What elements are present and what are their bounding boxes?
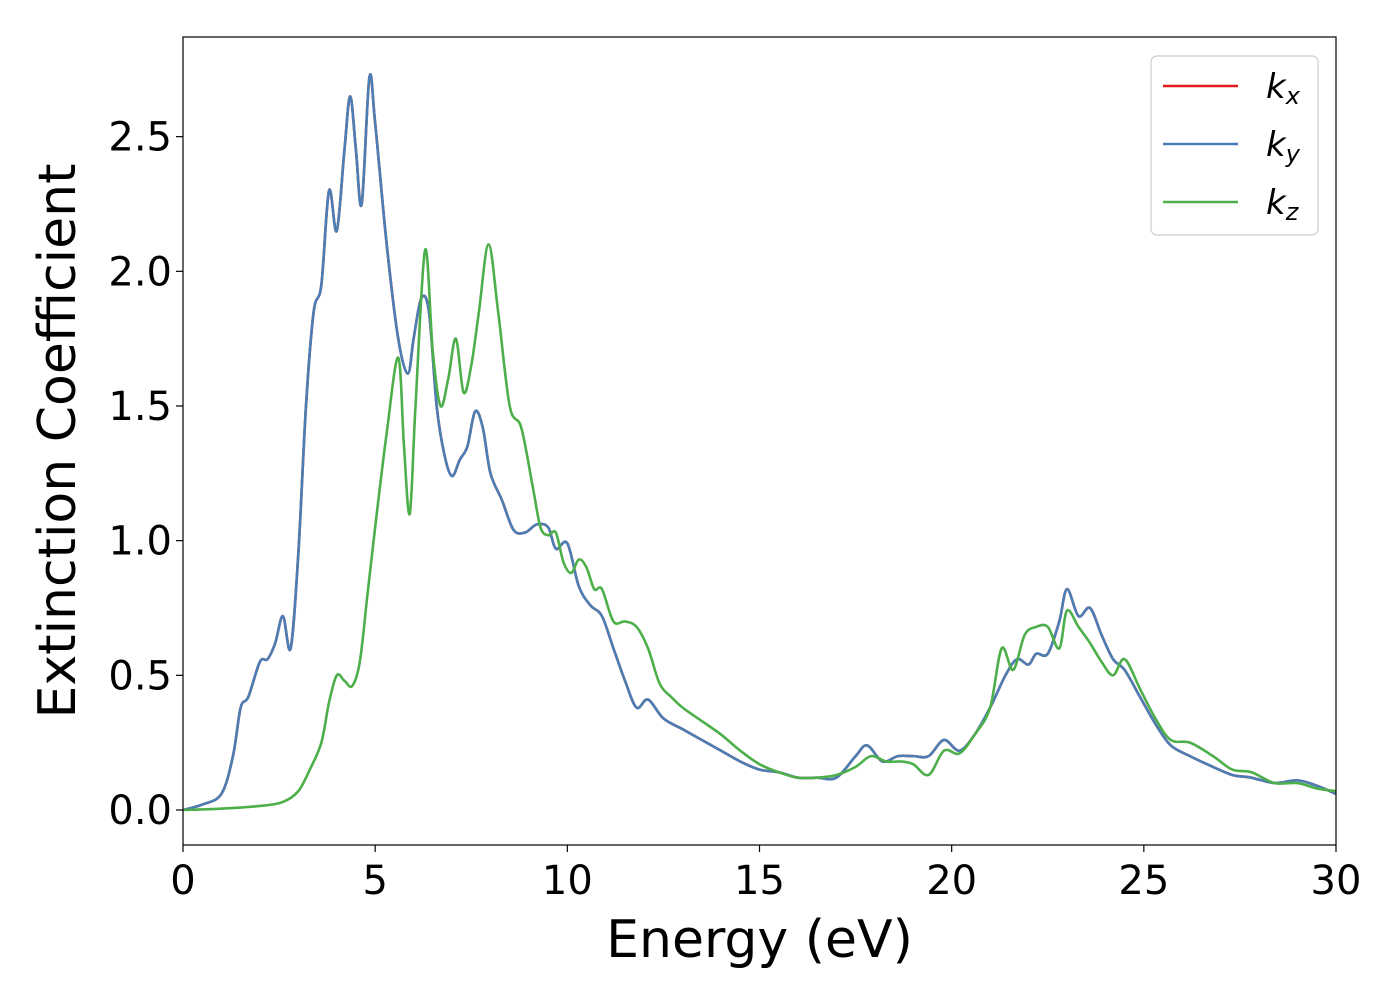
y-tick-label: 2.0 (108, 249, 172, 295)
legend-label-z: kz (1266, 183, 1300, 226)
x-tick-label: 5 (362, 858, 387, 904)
x-tick-label: 30 (1311, 858, 1362, 904)
y-tick-label: 0.0 (108, 788, 172, 834)
y-axis-label: Extinction Coefficient (28, 164, 88, 719)
x-axis-label: Energy (eV) (606, 910, 913, 970)
legend: kx ky kz (1150, 55, 1319, 236)
series-layer (183, 73, 1336, 812)
x-tick-label: 15 (734, 858, 785, 904)
legend-label-y: ky (1266, 125, 1301, 168)
x-axis: 0 5 10 15 20 25 30 (170, 845, 1361, 904)
legend-label-x: kx (1266, 67, 1301, 110)
legend-box (1150, 55, 1319, 236)
y-tick-label: 2.5 (108, 115, 172, 161)
y-tick-label: 1.0 (108, 519, 172, 565)
x-tick-label: 10 (542, 858, 593, 904)
y-tick-label: 0.5 (108, 653, 172, 699)
x-tick-label: 25 (1118, 858, 1169, 904)
x-tick-label: 0 (170, 858, 195, 904)
series-line-z (183, 243, 1336, 812)
y-axis: 0.0 0.5 1.0 1.5 2.0 2.5 (108, 115, 183, 834)
x-tick-label: 20 (926, 858, 977, 904)
series-line-y (183, 73, 1336, 812)
y-tick-label: 1.5 (108, 384, 172, 430)
